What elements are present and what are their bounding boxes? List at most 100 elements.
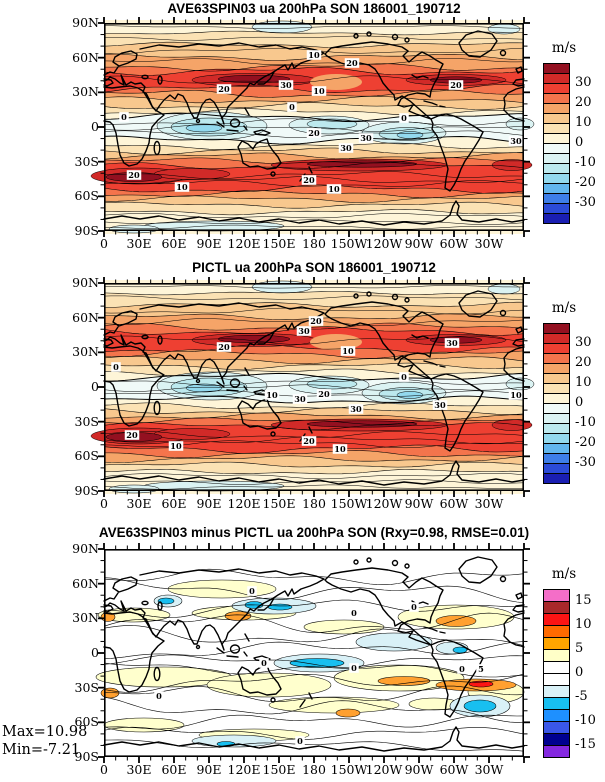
lon-tick-label: 90E bbox=[196, 496, 222, 511]
lon-tick-label: 0 bbox=[100, 496, 108, 511]
colorbar-cell bbox=[544, 174, 569, 184]
colorbar-cell bbox=[544, 434, 569, 444]
panel1-axis-ticks bbox=[98, 17, 530, 237]
svg-text:20: 20 bbox=[318, 389, 330, 399]
lat-tick-label: 0 bbox=[91, 119, 99, 134]
colorbar-cell bbox=[544, 334, 569, 344]
panel1-contour-labels: 10 20 30 20 10 20 0 0 0 20 30 30 30 20 20 10 10 bbox=[119, 50, 524, 194]
colorbar-cell bbox=[544, 474, 569, 483]
panel3-axis-ticks bbox=[98, 543, 530, 763]
lon-tick-label: 60W bbox=[439, 236, 469, 251]
lon-tick-label: 180 bbox=[302, 762, 326, 777]
svg-text:30: 30 bbox=[340, 143, 352, 153]
lon-tick-label: 30E bbox=[126, 496, 152, 511]
colorbar-cell bbox=[544, 444, 569, 454]
colorbar-cell bbox=[544, 374, 569, 384]
svg-text:0: 0 bbox=[297, 736, 303, 746]
colorbar-tick-label: -15 bbox=[575, 737, 596, 752]
colorbar-tick-label: 30 bbox=[575, 335, 592, 350]
colorbar-tick-label: -10 bbox=[575, 415, 596, 430]
colorbar-cell bbox=[544, 364, 569, 374]
colorbar-cell bbox=[544, 638, 569, 650]
colorbar-cell bbox=[544, 650, 569, 662]
svg-text:30: 30 bbox=[280, 80, 292, 90]
panel3-units-label: m/s bbox=[551, 566, 577, 582]
svg-text:30: 30 bbox=[350, 404, 362, 414]
svg-text:30: 30 bbox=[510, 136, 522, 146]
lat-tick-label: 60N bbox=[72, 575, 99, 591]
svg-text:0: 0 bbox=[401, 372, 407, 382]
colorbar-cell bbox=[544, 344, 569, 354]
lon-tick-label: 180 bbox=[302, 236, 326, 251]
colorbar-tick-label: 10 bbox=[575, 617, 592, 632]
svg-text:0: 0 bbox=[121, 112, 127, 122]
colorbar-tick-label: 15 bbox=[575, 593, 592, 608]
svg-text:20: 20 bbox=[218, 84, 230, 94]
svg-text:20: 20 bbox=[303, 175, 315, 185]
svg-text:0: 0 bbox=[261, 658, 267, 668]
lon-tick-label: 120E bbox=[227, 762, 261, 777]
lon-tick-label: 60E bbox=[161, 236, 187, 251]
svg-text:10: 10 bbox=[308, 50, 320, 60]
lon-tick-label: 30W bbox=[474, 762, 504, 777]
lat-tick-label: 90S bbox=[74, 483, 99, 498]
svg-text:30: 30 bbox=[434, 400, 446, 410]
svg-text:10: 10 bbox=[510, 390, 522, 400]
colorbar-tick-label: 0 bbox=[575, 135, 584, 150]
lon-tick-label: 60W bbox=[439, 496, 469, 511]
lat-tick-label: 60S bbox=[74, 448, 99, 464]
colorbar-cell bbox=[544, 184, 569, 194]
lat-tick-label: 60S bbox=[74, 188, 99, 204]
lon-tick-label: 90W bbox=[404, 496, 434, 511]
colorbar-tick-label: -20 bbox=[575, 175, 596, 190]
lon-tick-label: 0 bbox=[100, 762, 108, 777]
panel2-title: PICTL ua 200hPa SON 186001_190712 bbox=[192, 260, 436, 275]
svg-text:20: 20 bbox=[128, 170, 140, 180]
colorbar-cell bbox=[544, 204, 569, 214]
colorbar-cell bbox=[544, 686, 569, 698]
colorbar-cell bbox=[544, 602, 569, 614]
map-frame bbox=[104, 23, 524, 231]
colorbar-cell bbox=[544, 354, 569, 364]
svg-text:30: 30 bbox=[298, 326, 310, 336]
svg-text:0: 0 bbox=[289, 102, 295, 112]
lon-tick-label: 30E bbox=[126, 762, 152, 777]
lat-tick-label: 60N bbox=[72, 309, 99, 325]
colorbar-tick-label: 20 bbox=[575, 95, 592, 110]
colorbar-tick-label: -20 bbox=[575, 435, 596, 450]
colorbar-cell bbox=[544, 662, 569, 674]
colorbar-cell bbox=[544, 104, 569, 114]
lon-tick-label: 90W bbox=[404, 762, 434, 777]
colorbar-cell bbox=[544, 626, 569, 638]
svg-text:10: 10 bbox=[266, 390, 278, 400]
lat-tick-label: 90N bbox=[72, 15, 99, 30]
panel2-units-label: m/s bbox=[551, 300, 577, 316]
svg-text:10: 10 bbox=[170, 441, 182, 451]
colorbar-cell bbox=[544, 710, 569, 722]
colorbar-tick-label: 10 bbox=[575, 115, 592, 130]
lon-tick-label: 60E bbox=[161, 496, 187, 511]
svg-text:20: 20 bbox=[310, 316, 322, 326]
svg-text:10: 10 bbox=[342, 346, 354, 356]
svg-text:10: 10 bbox=[313, 86, 325, 96]
lat-tick-label: 90S bbox=[74, 223, 99, 238]
lon-tick-label: 30W bbox=[474, 496, 504, 511]
lon-tick-label: 120W bbox=[365, 496, 403, 511]
colorbar-cell bbox=[544, 214, 569, 223]
svg-text:0: 0 bbox=[351, 608, 357, 618]
lon-tick-label: 60E bbox=[161, 762, 187, 777]
colorbar-cell bbox=[544, 94, 569, 104]
svg-text:0: 0 bbox=[113, 362, 119, 372]
map-frame bbox=[104, 283, 524, 491]
colorbar-cell bbox=[544, 734, 569, 746]
lat-tick-label: 60N bbox=[72, 49, 99, 65]
colorbar-cell bbox=[544, 394, 569, 404]
panel1-units-label: m/s bbox=[551, 40, 577, 56]
colorbar-cell bbox=[544, 124, 569, 134]
colorbar-tick-label: 20 bbox=[575, 355, 592, 370]
lon-tick-label: 60W bbox=[439, 762, 469, 777]
colorbar-cell bbox=[544, 164, 569, 174]
lon-tick-label: 120E bbox=[227, 236, 261, 251]
